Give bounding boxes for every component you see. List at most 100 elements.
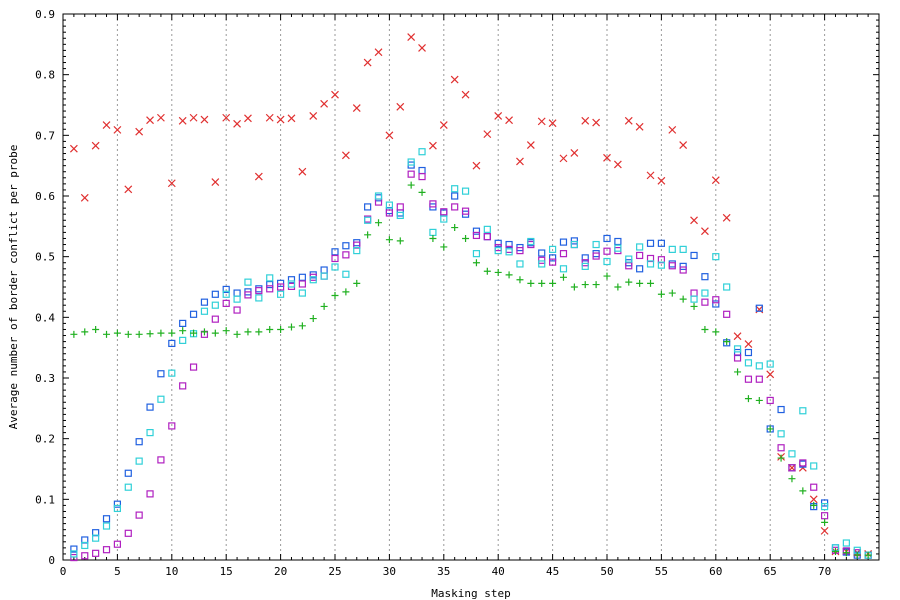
data-point: [733, 332, 742, 341]
data-point: [461, 207, 470, 215]
data-point: [744, 395, 752, 403]
data-point: [766, 425, 774, 433]
data-point: [559, 250, 568, 258]
data-point: [679, 266, 687, 274]
data-point: [744, 359, 753, 367]
data-point: [222, 113, 231, 122]
data-point: [255, 328, 263, 336]
data-point: [712, 328, 720, 336]
data-point: [233, 289, 241, 297]
data-point: [472, 227, 481, 235]
data-point: [549, 279, 557, 287]
data-point: [723, 338, 731, 346]
plot-frame: [62, 13, 880, 561]
data-point: [189, 113, 198, 122]
data-point: [135, 330, 143, 338]
x-tick-label: 0: [60, 565, 67, 578]
y-tick-label: 0.7: [35, 129, 55, 142]
data-point: [799, 487, 807, 495]
data-point: [255, 287, 263, 295]
data-point: [178, 116, 187, 125]
data-point: [287, 114, 296, 123]
data-point: [625, 278, 633, 286]
data-point: [505, 240, 513, 249]
x-tick-label: 50: [600, 565, 613, 578]
data-point: [363, 58, 372, 67]
data-point: [265, 113, 274, 122]
data-point: [646, 171, 655, 180]
data-point: [755, 304, 763, 312]
data-point: [222, 290, 230, 298]
data-point: [505, 248, 513, 256]
data-point: [712, 253, 720, 261]
data-point: [570, 240, 578, 249]
data-point: [200, 307, 209, 315]
data-point: [70, 545, 78, 553]
data-point: [799, 407, 807, 415]
y-tick-label: 0.1: [35, 493, 55, 506]
data-point: [755, 375, 763, 383]
data-point: [320, 272, 328, 280]
data-point: [135, 438, 143, 446]
data-point: [222, 327, 230, 335]
data-point: [298, 167, 307, 176]
data-point: [418, 188, 426, 196]
x-tick-label: 65: [764, 565, 777, 578]
data-point: [266, 274, 274, 282]
data-point: [211, 329, 219, 337]
data-point: [537, 117, 546, 126]
data-point: [690, 295, 698, 303]
data-point: [298, 273, 306, 281]
data-point: [647, 279, 655, 287]
data-point: [320, 272, 328, 280]
data-point: [722, 213, 731, 222]
data-point: [516, 247, 524, 255]
data-point: [331, 248, 339, 256]
data-point: [462, 234, 470, 242]
x-axis-label: Masking step: [431, 587, 510, 600]
data-point: [777, 444, 785, 452]
data-point: [254, 172, 263, 181]
data-point: [342, 288, 350, 296]
data-point: [766, 370, 775, 379]
data-point: [657, 176, 666, 185]
data-point: [636, 265, 644, 273]
data-point: [744, 340, 753, 348]
data-point: [483, 130, 492, 139]
data-point: [733, 354, 742, 362]
data-point: [472, 250, 481, 258]
data-point: [755, 396, 763, 404]
data-point: [527, 237, 535, 246]
data-point: [777, 454, 785, 462]
data-point: [799, 459, 807, 467]
data-point: [581, 254, 589, 262]
data-point: [418, 166, 426, 175]
data-point: [538, 256, 546, 264]
data-point: [592, 118, 601, 127]
data-point: [146, 429, 154, 437]
data-point: [788, 464, 796, 472]
data-point: [603, 234, 611, 243]
data-point: [364, 203, 372, 211]
data-point: [734, 368, 742, 376]
data-point: [679, 245, 687, 253]
data-point: [287, 276, 296, 284]
data-point: [385, 201, 393, 209]
data-point: [277, 279, 285, 287]
data-point: [505, 116, 514, 125]
data-point: [309, 111, 318, 120]
data-point: [342, 270, 350, 278]
data-point: [559, 265, 568, 273]
data-point: [690, 302, 698, 310]
data-point: [559, 273, 567, 281]
data-point: [331, 90, 339, 99]
data-point: [374, 198, 383, 206]
data-point: [559, 238, 568, 246]
data-point: [167, 179, 176, 188]
data-point: [298, 289, 306, 297]
data-point: [570, 237, 578, 245]
data-point: [190, 329, 198, 337]
data-point: [603, 272, 611, 280]
data-point: [613, 160, 622, 169]
